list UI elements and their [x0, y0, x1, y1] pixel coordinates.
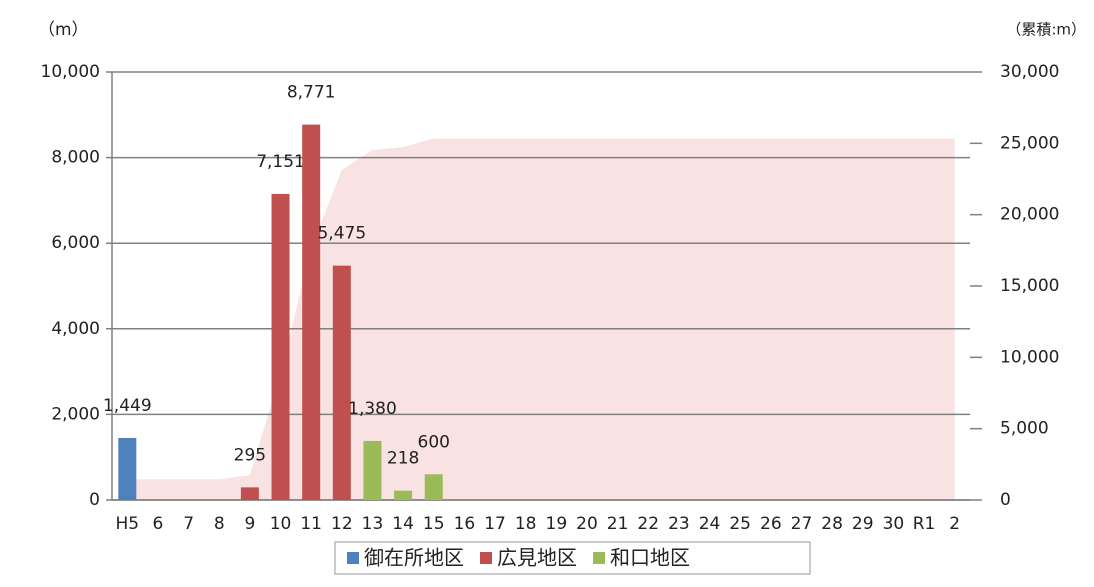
y2-axis-label: （累積:m） — [1006, 21, 1086, 39]
y-tick-label: 4,000 — [51, 319, 100, 339]
x-tick-label: 16 — [454, 514, 476, 534]
x-tick-label: 18 — [515, 514, 537, 534]
data-label: 1,449 — [103, 396, 152, 416]
bar — [394, 490, 413, 500]
data-label: 1,380 — [348, 399, 397, 419]
x-tick-label: 25 — [729, 514, 751, 534]
x-tick-label: 14 — [392, 514, 414, 534]
x-tick-label: 19 — [546, 514, 568, 534]
x-tick-label: 2 — [949, 514, 960, 534]
data-label: 218 — [387, 449, 419, 469]
bar — [424, 474, 443, 500]
x-tick-label: H5 — [116, 514, 140, 534]
y-axis-label: （m） — [38, 20, 89, 40]
x-tick-label: 12 — [331, 514, 353, 534]
bar — [271, 193, 290, 500]
y-tick-label: 0 — [89, 490, 100, 510]
x-tick-label: 9 — [244, 514, 255, 534]
x-tick-label: 27 — [791, 514, 813, 534]
x-tick-label: 10 — [270, 514, 292, 534]
legend-swatch — [480, 552, 492, 564]
y-tick-label: 2,000 — [51, 404, 100, 424]
legend-label: 御在所地区 — [364, 546, 464, 570]
y2-tick-label: 10,000 — [1000, 347, 1059, 367]
x-tick-label: 6 — [153, 514, 164, 534]
y2-tick-label: 0 — [1000, 490, 1011, 510]
x-tick-label: 23 — [668, 514, 690, 534]
y-tick-label: 8,000 — [51, 148, 100, 168]
x-tick-label: 15 — [423, 514, 445, 534]
y2-tick-label: 20,000 — [1000, 205, 1059, 225]
bar — [240, 487, 259, 500]
x-tick-label: 17 — [484, 514, 506, 534]
y2-tick-label: 30,000 — [1000, 62, 1059, 82]
y2-tick-label: 25,000 — [1000, 133, 1059, 153]
legend-label: 和口地区 — [610, 546, 690, 570]
y-tick-label: 6,000 — [51, 233, 100, 253]
bar — [332, 265, 351, 500]
legend-box — [334, 541, 811, 575]
x-tick-label: 26 — [760, 514, 782, 534]
x-tick-label: 13 — [362, 514, 384, 534]
x-tick-label: 20 — [576, 514, 598, 534]
x-tick-label: 22 — [637, 514, 659, 534]
data-label: 8,771 — [287, 83, 336, 103]
legend-label: 広見地区 — [497, 546, 577, 570]
x-tick-label: 28 — [821, 514, 843, 534]
bar — [363, 440, 382, 500]
y-tick-label: 10,000 — [41, 62, 100, 82]
y2-tick-label: 15,000 — [1000, 276, 1059, 296]
legend-swatch — [593, 552, 605, 564]
legend-swatch — [347, 552, 359, 564]
x-tick-label: 30 — [883, 514, 905, 534]
x-tick-label: 7 — [183, 514, 194, 534]
x-tick-label: 11 — [300, 514, 322, 534]
data-label: 5,475 — [317, 224, 366, 244]
x-tick-label: 8 — [214, 514, 225, 534]
bar — [302, 124, 321, 500]
y2-tick-label: 5,000 — [1000, 419, 1049, 439]
data-label: 7,151 — [256, 152, 305, 172]
x-tick-label: 29 — [852, 514, 874, 534]
bar — [118, 437, 137, 500]
x-tick-label: 24 — [699, 514, 721, 534]
data-label: 600 — [418, 432, 450, 452]
data-label: 295 — [234, 445, 266, 465]
x-tick-label: 21 — [607, 514, 629, 534]
x-tick-label: R1 — [913, 514, 936, 534]
